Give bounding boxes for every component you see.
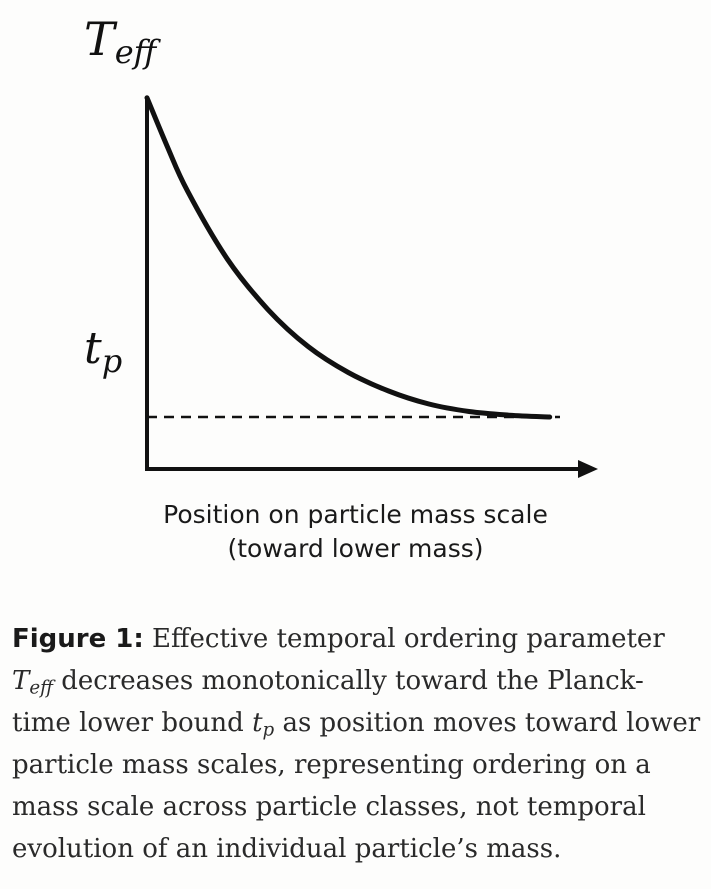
caption-teff-symbol: Teff [12, 666, 53, 699]
x-axis-label-line1: Position on particle mass scale [163, 500, 548, 529]
planck-time-label-main: t [84, 323, 102, 374]
y-axis-symbol-sub: eff [115, 33, 162, 71]
caption-text-1: Effective temporal ordering parameter [143, 624, 665, 654]
figure-label: Figure 1: [12, 624, 144, 654]
teff-curve [144, 95, 553, 420]
y-axis-symbol: Teff [84, 12, 162, 71]
y-axis-symbol-main: T [84, 12, 118, 66]
caption-text-2: decreases monotonically toward the Planc… [12, 666, 644, 738]
chart: Teff tp [84, 12, 598, 478]
planck-time-label: tp [84, 323, 122, 380]
caption-tp-symbol: tp [252, 708, 275, 741]
caption-text-3: as position moves toward lower particle … [12, 708, 701, 864]
figure-caption: Figure 1: Effective temporal ordering pa… [12, 618, 702, 870]
x-axis-label-line2: (toward lower mass) [227, 534, 484, 563]
x-axis-arrowhead [578, 460, 598, 478]
x-axis-label: Position on particle mass scale (toward … [0, 498, 711, 566]
planck-time-label-sub: p [102, 342, 122, 380]
